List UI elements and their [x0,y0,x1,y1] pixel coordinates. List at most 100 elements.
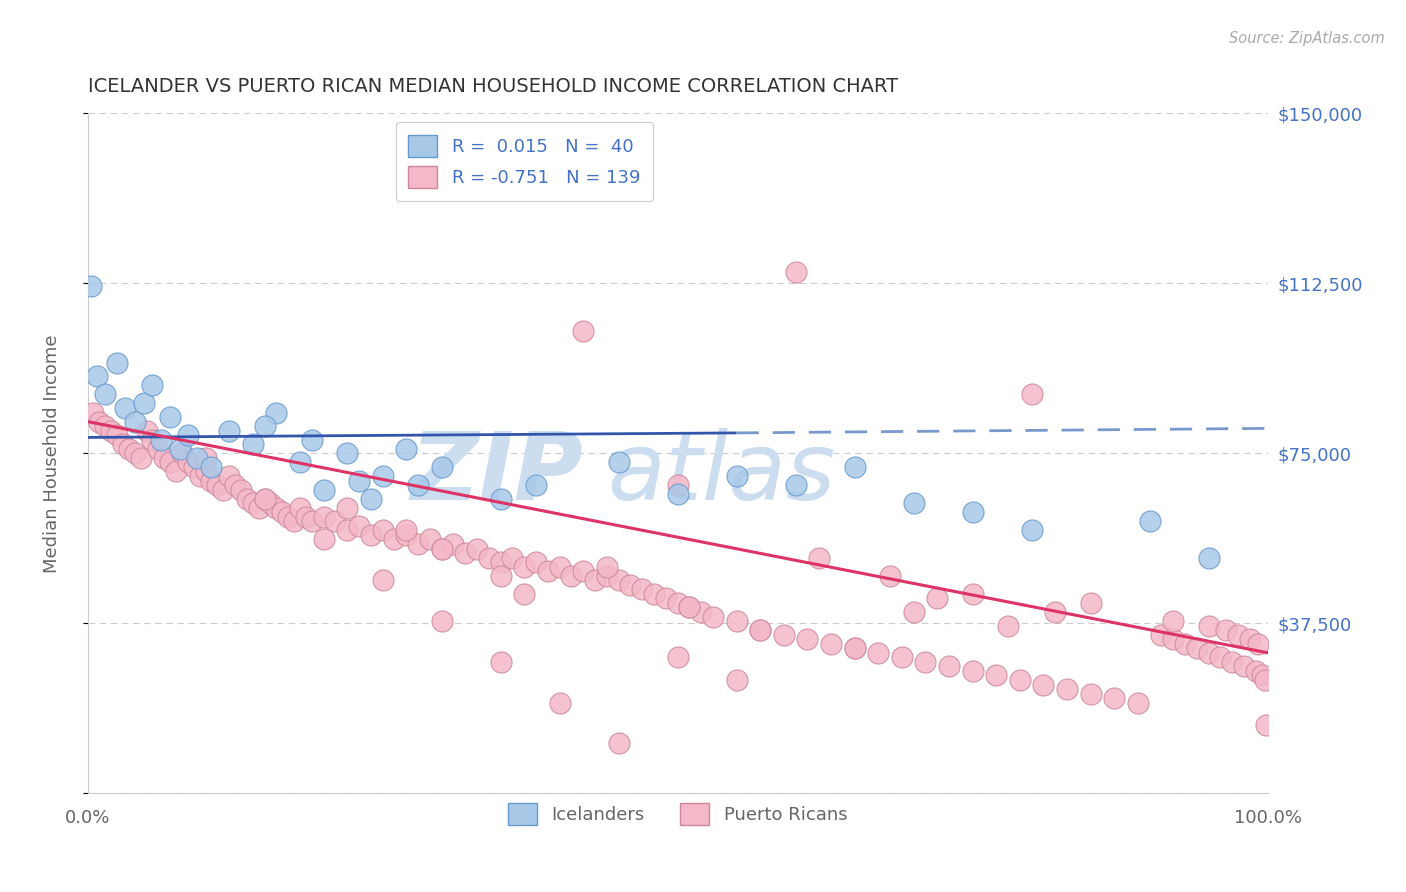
Point [524,555,547,569]
Point [111,437,134,451]
Point [371,524,394,538]
Point [666,478,689,492]
Point [266,405,288,419]
Point [183,459,205,474]
Point [347,519,370,533]
Point [134,396,156,410]
Point [295,509,318,524]
Point [94,387,117,401]
Point [702,609,724,624]
Point [868,646,890,660]
Point [1239,632,1261,647]
Point [560,568,582,582]
Point [301,514,323,528]
Point [1254,673,1277,687]
Point [89,415,111,429]
Point [655,591,678,606]
Point [186,450,208,465]
Point [105,428,128,442]
Point [489,491,512,506]
Text: ZIP: ZIP [411,427,583,520]
Point [844,641,866,656]
Point [1198,646,1220,660]
Point [159,410,181,425]
Point [141,378,163,392]
Point [1215,623,1237,637]
Point [165,465,187,479]
Point [666,487,689,501]
Point [725,673,748,687]
Point [149,433,172,447]
Point [430,614,453,628]
Point [478,550,501,565]
Point [312,533,335,547]
Point [336,500,359,515]
Point [371,574,394,588]
Point [382,533,405,547]
Point [1227,628,1250,642]
Point [572,324,595,338]
Point [169,442,191,456]
Point [336,446,359,460]
Point [1032,677,1054,691]
Point [997,618,1019,632]
Point [430,541,453,556]
Point [288,455,311,469]
Point [1045,605,1067,619]
Point [596,559,619,574]
Point [360,528,382,542]
Point [207,478,229,492]
Point [678,600,700,615]
Point [301,433,323,447]
Point [218,424,240,438]
Point [312,509,335,524]
Point [903,605,925,619]
Point [1150,628,1173,642]
Point [242,437,264,451]
Point [80,278,103,293]
Point [430,541,453,556]
Point [271,505,294,519]
Text: atlas: atlas [607,428,835,519]
Point [118,442,141,456]
Point [914,655,936,669]
Point [419,533,441,547]
Point [548,559,571,574]
Point [141,433,163,447]
Point [188,469,211,483]
Point [395,524,418,538]
Point [283,514,305,528]
Point [1174,637,1197,651]
Point [690,605,713,619]
Point [170,446,193,460]
Point [1233,659,1256,673]
Point [678,600,700,615]
Point [1126,696,1149,710]
Point [749,623,772,637]
Point [1220,655,1243,669]
Point [1021,524,1043,538]
Point [962,587,984,601]
Point [844,641,866,656]
Text: Source: ZipAtlas.com: Source: ZipAtlas.com [1229,31,1385,46]
Point [277,509,299,524]
Point [82,405,104,419]
Point [153,450,176,465]
Point [242,496,264,510]
Point [572,564,595,578]
Point [796,632,818,647]
Point [259,496,281,510]
Point [159,455,181,469]
Point [583,574,606,588]
Point [129,450,152,465]
Point [785,265,807,279]
Point [94,419,117,434]
Y-axis label: Median Household Income: Median Household Income [44,334,60,573]
Point [406,537,429,551]
Point [135,424,157,438]
Point [607,455,630,469]
Point [194,465,217,479]
Point [1161,632,1184,647]
Point [200,474,222,488]
Point [200,459,222,474]
